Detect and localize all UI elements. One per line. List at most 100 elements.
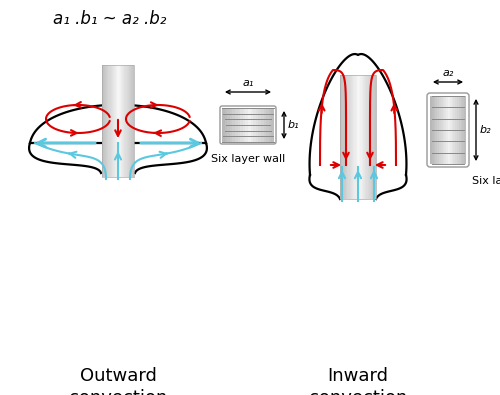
Bar [132, 65, 133, 177]
Bar [374, 75, 375, 199]
Bar [106, 65, 108, 177]
Bar [256, 108, 258, 142]
Bar [363, 75, 364, 199]
Bar [345, 75, 346, 199]
Text: Six layer wall: Six layer wall [211, 154, 285, 164]
Bar [131, 65, 132, 177]
Bar [104, 65, 105, 177]
Text: a₁: a₁ [242, 78, 254, 88]
Bar [126, 65, 128, 177]
Bar [446, 96, 448, 164]
Bar [110, 65, 112, 177]
Bar [230, 108, 232, 142]
Bar [457, 96, 459, 164]
Bar [460, 96, 462, 164]
Bar [248, 108, 250, 142]
Text: b₂: b₂ [480, 125, 492, 135]
Bar [114, 65, 115, 177]
Bar [359, 75, 360, 199]
Bar [342, 75, 344, 199]
Text: a₁ .b₁ ~ a₂ .b₂: a₁ .b₁ ~ a₂ .b₂ [54, 10, 166, 28]
Bar [371, 75, 372, 199]
Bar [128, 65, 130, 177]
Bar [240, 108, 243, 142]
Bar [232, 108, 235, 142]
Bar [455, 96, 457, 164]
Bar [448, 96, 450, 164]
Bar [224, 108, 227, 142]
Bar [116, 65, 117, 177]
Bar [464, 96, 466, 164]
Bar [459, 96, 460, 164]
Bar [434, 96, 436, 164]
Bar [103, 65, 104, 177]
Bar [118, 65, 119, 177]
Bar [346, 75, 347, 199]
Bar [439, 96, 441, 164]
Bar [266, 108, 269, 142]
Bar [269, 108, 272, 142]
Bar [369, 75, 370, 199]
Bar [462, 96, 464, 164]
Bar [454, 96, 455, 164]
Bar [353, 75, 354, 199]
Bar [347, 75, 348, 199]
Bar [124, 65, 126, 177]
Bar [253, 108, 256, 142]
Bar [130, 65, 131, 177]
Bar [121, 65, 122, 177]
Bar [350, 75, 351, 199]
Bar [357, 75, 358, 199]
Bar [102, 65, 103, 177]
Bar [441, 96, 442, 164]
Bar [133, 65, 134, 177]
Bar [340, 75, 376, 199]
Bar [442, 96, 444, 164]
Bar [344, 75, 345, 199]
Bar [227, 108, 230, 142]
Bar [372, 75, 374, 199]
Bar [365, 75, 366, 199]
Bar [120, 65, 121, 177]
Bar [452, 96, 454, 164]
Bar [444, 96, 446, 164]
Bar [351, 75, 352, 199]
Bar [264, 108, 266, 142]
Bar [437, 96, 439, 164]
Bar [261, 108, 264, 142]
Bar [235, 108, 238, 142]
Bar [117, 65, 118, 177]
Bar [432, 96, 434, 164]
Bar [238, 108, 240, 142]
Bar [258, 108, 261, 142]
Bar [102, 65, 134, 177]
Text: b₁: b₁ [288, 120, 300, 130]
Bar [352, 75, 353, 199]
Bar [341, 75, 342, 199]
Text: Outward
convection: Outward convection [69, 367, 167, 395]
Bar [348, 75, 350, 199]
Bar [450, 96, 452, 164]
Bar [436, 96, 437, 164]
Text: Six layer wall: Six layer wall [472, 176, 500, 186]
Bar [119, 65, 120, 177]
Bar [360, 75, 362, 199]
Text: Inward
convection: Inward convection [309, 367, 407, 395]
Bar [362, 75, 363, 199]
Bar [358, 75, 359, 199]
Bar [272, 108, 274, 142]
Bar [364, 75, 365, 199]
Bar [356, 75, 357, 199]
Bar [115, 65, 116, 177]
Bar [112, 65, 114, 177]
Bar [122, 65, 124, 177]
Bar [368, 75, 369, 199]
Bar [105, 65, 106, 177]
Bar [430, 96, 432, 164]
Text: a₂: a₂ [442, 68, 454, 78]
Bar [340, 75, 341, 199]
Bar [366, 75, 368, 199]
Bar [222, 108, 224, 142]
Bar [250, 108, 253, 142]
Bar [243, 108, 246, 142]
